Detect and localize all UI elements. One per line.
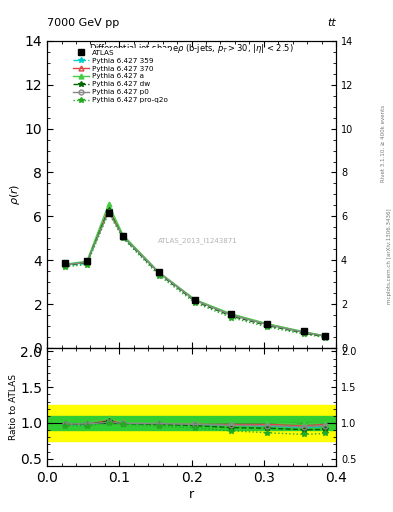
Pythia 6.427 p0 [193, 297, 198, 304]
Line: Pythia 6.427 dw: Pythia 6.427 dw [62, 207, 328, 339]
Pythia 6.427 pro-q2o [63, 264, 68, 270]
Line: Pythia 6.427 pro-q2o: Pythia 6.427 pro-q2o [62, 210, 328, 340]
Y-axis label: $\rho(r)$: $\rho(r)$ [8, 184, 22, 205]
Pythia 6.427 dw [265, 323, 270, 329]
Line: Pythia 6.427 a: Pythia 6.427 a [63, 202, 328, 338]
Line: Pythia 6.427 370: Pythia 6.427 370 [63, 206, 328, 338]
Pythia 6.427 370 [84, 259, 89, 265]
Pythia 6.427 370 [121, 233, 125, 239]
Pythia 6.427 dw [323, 334, 327, 340]
Pythia 6.427 370 [323, 333, 327, 339]
Pythia 6.427 pro-q2o [121, 235, 125, 241]
Pythia 6.427 p0 [323, 333, 327, 339]
Text: mcplots.cern.ch [arXiv:1306.3436]: mcplots.cern.ch [arXiv:1306.3436] [387, 208, 391, 304]
Pythia 6.427 dw [84, 260, 89, 266]
Pythia 6.427 370 [229, 311, 234, 317]
Pythia 6.427 pro-q2o [229, 314, 234, 321]
Pythia 6.427 370 [265, 321, 270, 327]
Pythia 6.427 370 [106, 206, 111, 212]
Pythia 6.427 a [301, 329, 306, 335]
Pythia 6.427 p0 [63, 262, 68, 268]
Pythia 6.427 pro-q2o [157, 272, 162, 279]
Pythia 6.427 dw [229, 313, 234, 319]
Pythia 6.427 370 [301, 329, 306, 335]
Pythia 6.427 359 [63, 263, 68, 269]
ATLAS [323, 333, 327, 339]
Pythia 6.427 pro-q2o [193, 300, 198, 306]
Pythia 6.427 pro-q2o [265, 324, 270, 330]
Pythia 6.427 359 [301, 329, 306, 335]
Pythia 6.427 359 [121, 234, 125, 240]
Bar [47, 416, 336, 430]
Pythia 6.427 a [121, 232, 125, 238]
Line: ATLAS: ATLAS [62, 210, 328, 338]
Pythia 6.427 dw [63, 262, 68, 268]
ATLAS [193, 296, 198, 303]
ATLAS [265, 321, 270, 327]
Y-axis label: Ratio to ATLAS: Ratio to ATLAS [9, 374, 18, 440]
Pythia 6.427 pro-q2o [323, 334, 327, 340]
Pythia 6.427 p0 [301, 329, 306, 335]
Pythia 6.427 a [229, 311, 234, 317]
ATLAS [157, 269, 162, 275]
Pythia 6.427 a [63, 261, 68, 267]
Pythia 6.427 p0 [106, 209, 111, 215]
Line: Pythia 6.427 p0: Pythia 6.427 p0 [63, 209, 328, 338]
Pythia 6.427 a [157, 269, 162, 275]
Legend: ATLAS, Pythia 6.427 359, Pythia 6.427 370, Pythia 6.427 a, Pythia 6.427 dw, Pyth: ATLAS, Pythia 6.427 359, Pythia 6.427 37… [71, 48, 170, 105]
Pythia 6.427 a [106, 201, 111, 207]
Pythia 6.427 p0 [229, 312, 234, 318]
Pythia 6.427 p0 [265, 322, 270, 328]
Line: Pythia 6.427 359: Pythia 6.427 359 [62, 207, 328, 339]
Pythia 6.427 359 [106, 207, 111, 213]
Pythia 6.427 pro-q2o [84, 262, 89, 268]
Pythia 6.427 370 [63, 262, 68, 268]
Text: Rivet 3.1.10, ≥ 400k events: Rivet 3.1.10, ≥ 400k events [381, 105, 386, 182]
Pythia 6.427 dw [301, 330, 306, 336]
Pythia 6.427 dw [106, 207, 111, 213]
Pythia 6.427 370 [193, 297, 198, 303]
Pythia 6.427 359 [193, 297, 198, 304]
Text: tt: tt [327, 18, 336, 28]
Pythia 6.427 p0 [84, 259, 89, 265]
Pythia 6.427 359 [157, 270, 162, 276]
Text: Differential jet shape$\rho$ (b-jets, $p_{T}>30$, $|\eta|$ < 2.5): Differential jet shape$\rho$ (b-jets, $p… [89, 42, 294, 55]
Bar [47, 405, 336, 441]
X-axis label: r: r [189, 487, 194, 501]
Pythia 6.427 a [323, 333, 327, 339]
Text: ATLAS_2013_I1243871: ATLAS_2013_I1243871 [158, 237, 237, 244]
Pythia 6.427 dw [157, 271, 162, 277]
ATLAS [63, 261, 68, 267]
Pythia 6.427 359 [84, 261, 89, 267]
ATLAS [84, 258, 89, 264]
Pythia 6.427 370 [157, 270, 162, 276]
Pythia 6.427 p0 [157, 270, 162, 276]
Pythia 6.427 dw [121, 234, 125, 240]
Pythia 6.427 a [84, 258, 89, 264]
Pythia 6.427 dw [193, 298, 198, 305]
Pythia 6.427 a [265, 321, 270, 327]
Pythia 6.427 pro-q2o [106, 210, 111, 216]
Pythia 6.427 a [193, 296, 198, 303]
Text: 7000 GeV pp: 7000 GeV pp [47, 18, 119, 28]
ATLAS [106, 210, 111, 216]
Pythia 6.427 pro-q2o [301, 331, 306, 337]
ATLAS [301, 328, 306, 334]
Pythia 6.427 359 [323, 333, 327, 339]
Pythia 6.427 359 [265, 322, 270, 328]
Pythia 6.427 359 [229, 312, 234, 318]
ATLAS [229, 311, 234, 317]
Pythia 6.427 p0 [121, 233, 125, 240]
ATLAS [121, 233, 125, 239]
